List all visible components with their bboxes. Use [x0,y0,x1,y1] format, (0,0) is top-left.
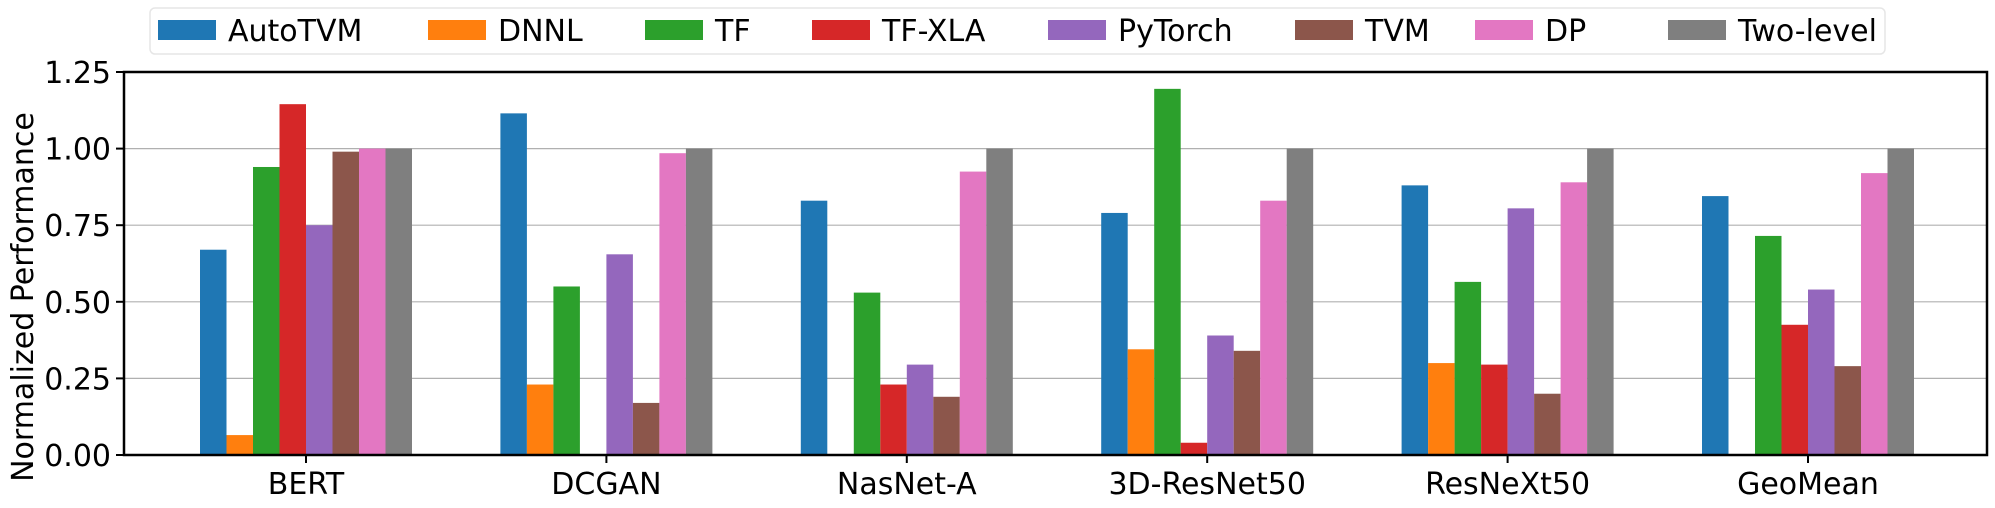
bar-tf-xla-resnext50 [1481,364,1508,455]
bar-dp-3d-resnet50 [1260,200,1287,455]
bar-tf-bert [253,166,280,455]
bar-autotvm-3d-resnet50 [1101,212,1128,455]
bar-tf-xla-nasnet-a [880,384,907,455]
bar-dp-nasnet-a [959,171,987,455]
bar-tf-3d-resnet50 [1154,88,1181,456]
bar-two-level-bert [385,148,412,455]
legend-swatch-pytorch [1048,20,1106,40]
bar-two-level-resnext50 [1587,148,1614,455]
bar-dp-bert [359,148,386,455]
x-tick-label: BERT [268,467,345,502]
x-axis: BERT DCGAN NasNet-A 3D-ResNet50 ResNeXt50 Geo… [268,455,1879,502]
bar-dnnl-bert [226,435,253,455]
bar-dnnl-resnext50 [1428,363,1455,455]
bar-pytorch-resnext50 [1507,208,1535,455]
legend-swatch-two-level [1668,20,1726,40]
bar-tf-xla-3d-resnet50 [1180,442,1208,455]
bar-two-level-nasnet-a [986,148,1013,455]
bar-pytorch-geomean [1808,289,1835,455]
bar-tf-xla-geomean [1781,324,1808,455]
y-tick-label: 1.25 [44,56,111,91]
bar-dnnl-dcgan [526,384,554,455]
bar-autotvm-resnext50 [1401,185,1429,456]
bars [200,88,1914,456]
legend-label: DNNL [498,14,583,49]
y-tick-label: 0.00 [44,439,111,474]
legend-swatch-tf [645,20,703,40]
bar-tvm-3d-resnet50 [1233,350,1261,455]
y-axis-title: Normalized Performance [6,112,41,482]
bar-pytorch-3d-resnet50 [1207,335,1234,455]
bar-tvm-dcgan [632,402,660,455]
bar-dnnl-3d-resnet50 [1127,349,1155,455]
legend-swatch-tvm [1295,20,1353,40]
y-tick-label: 0.25 [44,362,111,397]
bar-tf-geomean [1755,235,1782,455]
bar-autotvm-bert [200,249,227,455]
x-tick-label: ResNeXt50 [1425,467,1590,502]
plot-frame [122,70,1989,457]
bar-tvm-nasnet-a [933,396,960,455]
y-tick-label: 1.00 [44,133,111,168]
bar-tvm-bert [332,151,359,455]
legend-swatch-tf-xla [812,20,870,40]
legend-label: TF [714,14,751,49]
bar-tvm-resnext50 [1534,393,1561,455]
bar-two-level-geomean [1887,148,1914,455]
legend-label: PyTorch [1118,14,1233,49]
bar-pytorch-nasnet-a [906,364,934,455]
legend-label: TVM [1364,14,1430,49]
bar-pytorch-bert [306,225,333,455]
legend-label: AutoTVM [228,14,362,49]
y-tick-label: 0.75 [44,209,111,244]
legend-label: Two-level [1737,14,1877,49]
x-tick-label: DCGAN [551,467,661,502]
legend-swatch-autotvm [158,20,216,40]
bar-two-level-3d-resnet50 [1286,148,1314,455]
bar-tf-xla-bert [279,104,306,455]
bar-dp-resnext50 [1560,182,1588,455]
legend-label: DP [1545,14,1586,49]
bar-tf-dcgan [553,286,580,455]
legend: AutoTVM DNNL TF TF-XLA PyTorch TVM DP Two-level [149,7,1886,55]
bar-tf-nasnet-a [853,292,881,455]
x-tick-label: NasNet-A [837,467,977,502]
x-tick-label: GeoMean [1737,467,1879,502]
legend-swatch-dp [1475,20,1533,40]
bar-dp-dcgan [659,153,686,456]
x-tick-label: 3D-ResNet50 [1108,467,1305,502]
bar-dp-geomean [1861,173,1888,455]
bar-tvm-geomean [1834,366,1861,455]
legend-swatch-dnnl [428,20,486,40]
bar-autotvm-nasnet-a [800,200,828,455]
bar-autotvm-dcgan [500,113,527,455]
legend-label: TF-XLA [881,14,986,49]
y-tick-label: 0.50 [44,286,111,321]
y-axis: 0.00 0.25 0.50 0.75 1.00 1.25 [44,56,124,474]
legend-box [149,7,1886,55]
bar-tf-resnext50 [1454,281,1482,455]
bar-two-level-dcgan [685,148,713,455]
bar-autotvm-geomean [1702,196,1729,456]
bar-pytorch-dcgan [606,254,633,455]
